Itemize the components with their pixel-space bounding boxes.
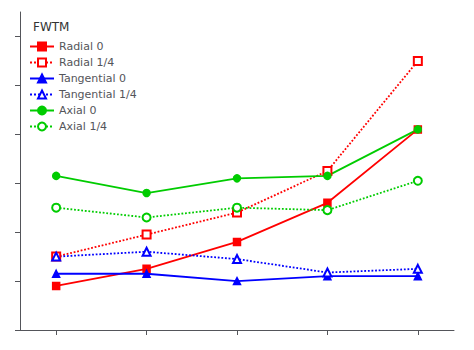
svg-text:Radial 0: Radial 0	[59, 40, 103, 53]
svg-text:Tangential 0: Tangential 0	[58, 72, 126, 85]
svg-text:Tangential 1/4: Tangential 1/4	[58, 88, 137, 101]
svg-text:Axial 1/4: Axial 1/4	[59, 120, 107, 133]
svg-text:Axial 0: Axial 0	[59, 104, 96, 117]
svg-text:Radial 1/4: Radial 1/4	[59, 56, 114, 69]
svg-text:FWTM: FWTM	[33, 20, 69, 34]
